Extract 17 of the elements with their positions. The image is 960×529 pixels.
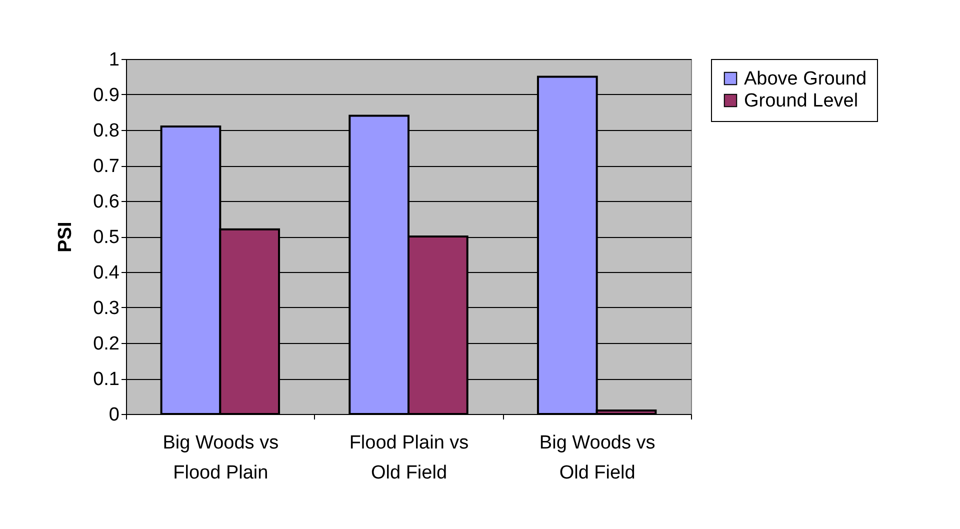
y-tick-label: 0.6	[93, 192, 120, 212]
y-tick-label: 0.7	[93, 156, 120, 177]
y-tick-label: 0.9	[93, 85, 120, 106]
y-tick-label: 0	[108, 404, 120, 426]
y-axis-title: PSI	[55, 222, 76, 252]
y-tick-label: 0.1	[93, 369, 120, 390]
x-tick-label: Big Woods vs Flood Plain	[162, 432, 279, 484]
y-tick-label: 0.4	[93, 262, 120, 284]
y-tick-label: 0.2	[93, 334, 120, 354]
x-tick-label: Flood Plain vs Old Field	[349, 432, 469, 484]
y-tick-label: 1	[108, 50, 120, 70]
y-tick-label: 0.5	[93, 227, 120, 248]
y-tick-label: 0.8	[93, 120, 120, 142]
legend-label: Ground Level	[744, 90, 858, 112]
y-tick-label: 0.3	[93, 298, 120, 319]
legend-label: Above Ground	[744, 68, 867, 90]
x-tick-label: Big Woods vs Old Field	[539, 432, 656, 484]
